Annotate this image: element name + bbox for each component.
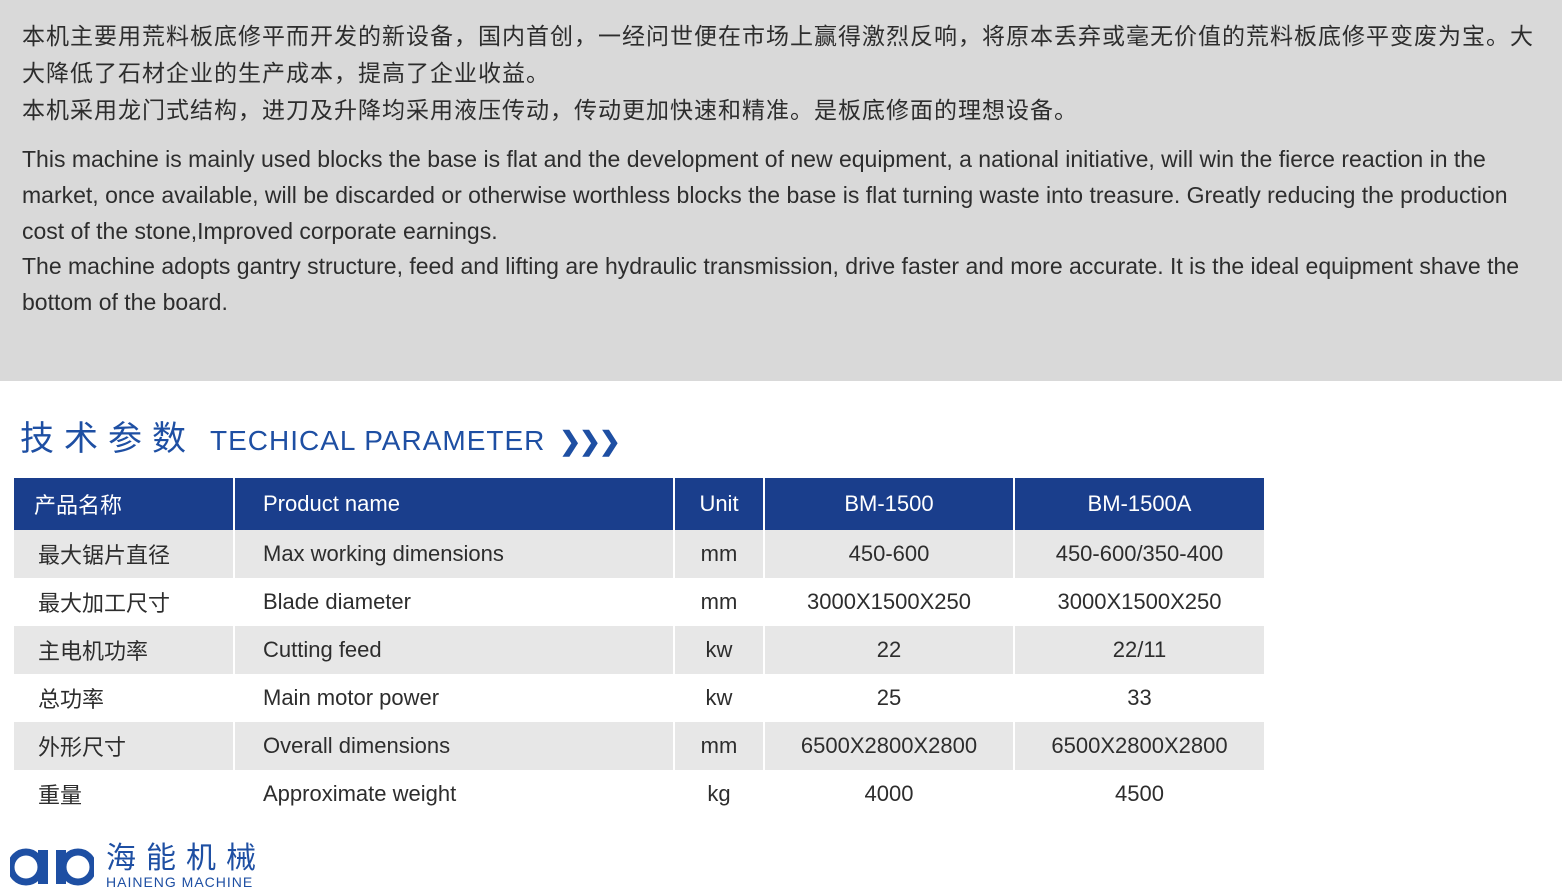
cell-model-2: 6500X2800X2800 (1014, 722, 1264, 770)
cell-model-1: 25 (764, 674, 1014, 722)
cell-unit: mm (674, 530, 764, 578)
cell-name-en: Overall dimensions (234, 722, 674, 770)
section-header: 技术参数 TECHICAL PARAMETER ❯❯❯ (0, 381, 1562, 478)
cell-name-cn: 外形尺寸 (14, 722, 234, 770)
cell-unit: mm (674, 722, 764, 770)
company-name-en: HAINENG MACHINE (106, 875, 266, 890)
cell-model-2: 450-600/350-400 (1014, 530, 1264, 578)
col-header-name-cn: 产品名称 (14, 478, 234, 530)
cell-name-en: Approximate weight (234, 770, 674, 818)
col-header-name-en: Product name (234, 478, 674, 530)
cell-model-1: 6500X2800X2800 (764, 722, 1014, 770)
cell-name-en: Blade diameter (234, 578, 674, 626)
table-row: 最大锯片直径Max working dimensionsmm450-600450… (14, 530, 1264, 578)
col-header-model-1: BM-1500 (764, 478, 1014, 530)
cell-name-en: Max working dimensions (234, 530, 674, 578)
table-row: 总功率Main motor powerkw2533 (14, 674, 1264, 722)
cell-model-2: 4500 (1014, 770, 1264, 818)
cell-name-en: Main motor power (234, 674, 674, 722)
table-row: 外形尺寸Overall dimensionsmm6500X2800X280065… (14, 722, 1264, 770)
cell-model-1: 450-600 (764, 530, 1014, 578)
cell-model-2: 3000X1500X250 (1014, 578, 1264, 626)
cell-model-1: 22 (764, 626, 1014, 674)
section-title-en: TECHICAL PARAMETER (210, 425, 545, 457)
logo-mark-icon (10, 840, 94, 894)
company-name-cn: 海能机械 (106, 842, 266, 875)
cell-model-2: 22/11 (1014, 626, 1264, 674)
cell-unit: kg (674, 770, 764, 818)
cell-unit: kw (674, 674, 764, 722)
company-logo: 海能机械 HAINENG MACHINE (0, 818, 1562, 894)
table-row: 重量Approximate weightkg40004500 (14, 770, 1264, 818)
table-row: 主电机功率Cutting feedkw2222/11 (14, 626, 1264, 674)
cell-model-2: 33 (1014, 674, 1264, 722)
col-header-unit: Unit (674, 478, 764, 530)
cell-name-en: Cutting feed (234, 626, 674, 674)
col-header-model-2: BM-1500A (1014, 478, 1264, 530)
chevrons-icon: ❯❯❯ (559, 426, 618, 457)
cell-model-1: 4000 (764, 770, 1014, 818)
table-row: 最大加工尺寸Blade diametermm3000X1500X2503000X… (14, 578, 1264, 626)
technical-parameters-table: 产品名称 Product name Unit BM-1500 BM-1500A … (14, 478, 1264, 818)
intro-block: 本机主要用荒料板底修平而开发的新设备，国内首创，一经问世便在市场上赢得激烈反响，… (0, 0, 1562, 381)
cell-name-cn: 重量 (14, 770, 234, 818)
intro-chinese: 本机主要用荒料板底修平而开发的新设备，国内首创，一经问世便在市场上赢得激烈反响，… (22, 18, 1540, 128)
cell-name-cn: 主电机功率 (14, 626, 234, 674)
cell-unit: mm (674, 578, 764, 626)
cell-model-1: 3000X1500X250 (764, 578, 1014, 626)
table-header-row: 产品名称 Product name Unit BM-1500 BM-1500A (14, 478, 1264, 530)
intro-english: This machine is mainly used blocks the b… (22, 142, 1540, 320)
cell-name-cn: 最大锯片直径 (14, 530, 234, 578)
cell-name-cn: 总功率 (14, 674, 234, 722)
cell-name-cn: 最大加工尺寸 (14, 578, 234, 626)
cell-unit: kw (674, 626, 764, 674)
section-title-cn: 技术参数 (20, 411, 196, 460)
